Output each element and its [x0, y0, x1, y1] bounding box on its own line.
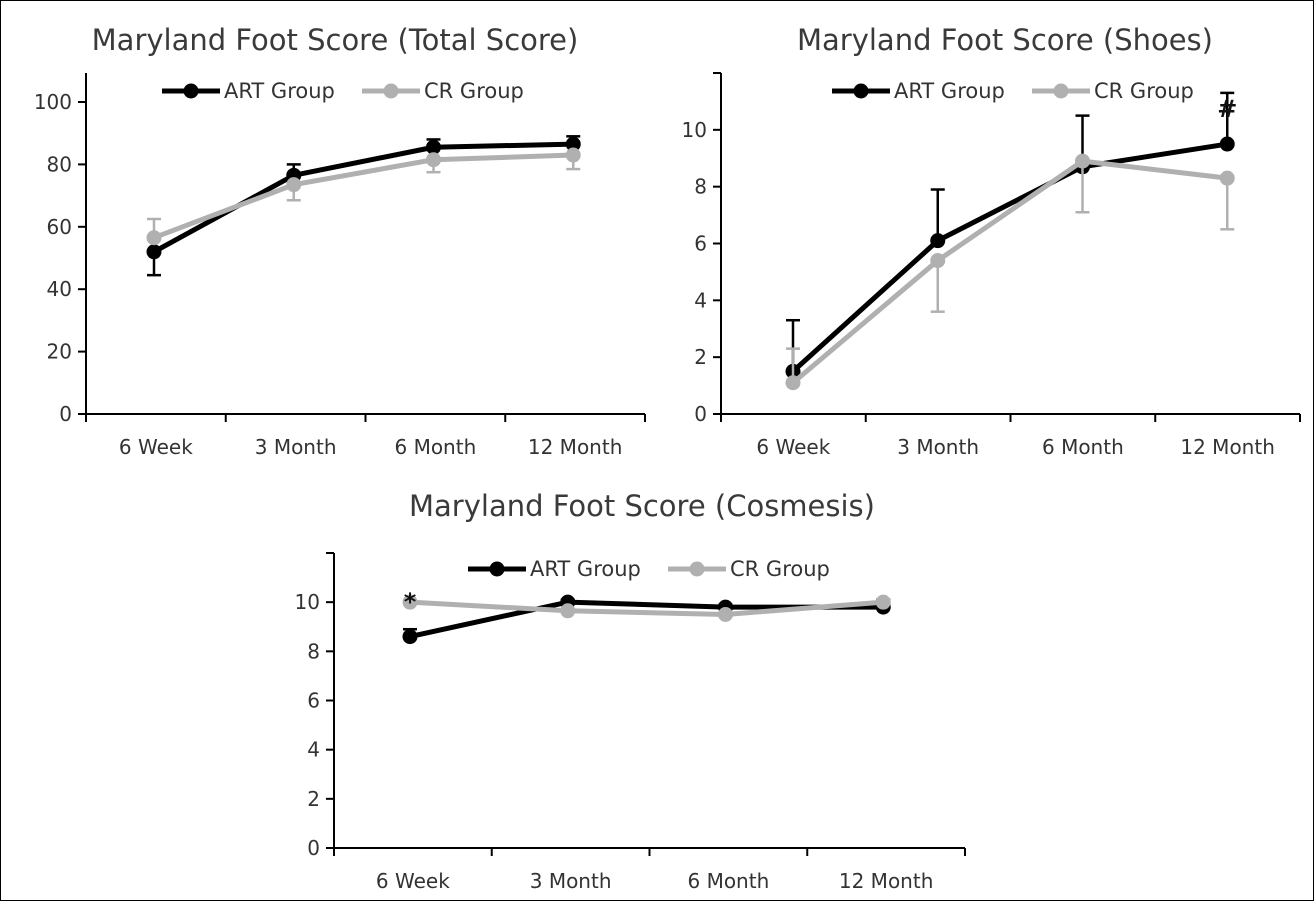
data-point	[718, 606, 733, 622]
legend-swatch-marker	[383, 83, 399, 99]
data-point	[930, 253, 946, 269]
y-tick-label: 0	[307, 836, 320, 860]
data-point	[875, 594, 891, 610]
data-point	[402, 629, 418, 645]
data-point	[930, 233, 946, 249]
chart-1: Maryland Foot Score (Total Score) 0 20 40 60…	[34, 23, 646, 459]
legend-swatch-marker	[1053, 83, 1069, 99]
y-tick-label: 2	[307, 787, 320, 811]
y-tick-label: 6	[307, 689, 320, 713]
series-cr-group	[402, 594, 891, 622]
chart-3: Maryland Foot Score (Cosmesis) 0 2 4 6 8 10 6 W…	[295, 489, 966, 893]
series-line	[409, 599, 884, 617]
y-tick-label: 20	[47, 340, 72, 364]
y-tick-label: 4	[694, 288, 707, 312]
y-tick-label: 2	[694, 345, 707, 369]
legend-swatch-marker	[489, 561, 505, 577]
x-tick-label: 6 Month	[1042, 435, 1124, 459]
series-line	[791, 141, 1228, 374]
chart-title: Maryland Foot Score (Total Score)	[92, 23, 579, 57]
legend-label: ART Group	[530, 557, 641, 581]
data-point	[146, 230, 162, 246]
y-tick-label: 4	[307, 738, 320, 762]
x-tick-label: 12 Month	[528, 435, 623, 459]
data-point	[565, 147, 581, 163]
legend-label: ART Group	[224, 79, 335, 103]
x-tick-label: 6 Week	[756, 435, 830, 459]
data-point	[1219, 136, 1235, 152]
x-tick-label: 6 Week	[376, 869, 450, 893]
y-tick-label: 6	[694, 232, 707, 256]
chart-2: Maryland Foot Score (Shoes) 0 2 4 6 8 10 6 Week…	[682, 23, 1301, 459]
y-tick-label: 40	[47, 277, 72, 301]
x-tick-label: 6 Month	[394, 435, 476, 459]
x-tick-label: 3 Month	[530, 869, 612, 893]
legend-label: CR Group	[1094, 79, 1194, 103]
significance-mark: *	[404, 588, 417, 616]
data-point	[402, 594, 418, 610]
x-tick-label: 12 Month	[1180, 435, 1275, 459]
data-point	[426, 139, 441, 155]
x-tick-label: 3 Month	[897, 435, 979, 459]
data-point	[286, 177, 302, 193]
y-tick-label: 8	[694, 175, 707, 199]
y-tick-label: 0	[59, 402, 72, 426]
legend-label: ART Group	[894, 79, 1005, 103]
data-point	[785, 375, 801, 391]
data-point	[426, 152, 441, 168]
legend-swatch-marker	[853, 83, 869, 99]
legend-swatch-marker	[183, 83, 199, 99]
series-line	[152, 141, 574, 254]
y-tick-label: 100	[34, 90, 72, 114]
y-tick-label: 0	[694, 402, 707, 426]
x-tick-label: 6 Week	[119, 435, 193, 459]
legend-swatch-marker	[689, 561, 705, 577]
data-point	[1219, 170, 1235, 186]
series-art-group	[785, 91, 1235, 379]
series-cr-group	[785, 153, 1235, 391]
legend-label: CR Group	[730, 557, 830, 581]
data-point	[1075, 153, 1090, 169]
y-tick-label: 8	[307, 639, 320, 663]
series-line	[153, 152, 574, 241]
series-art-group	[402, 594, 891, 645]
x-tick-label: 6 Month	[687, 869, 769, 893]
y-tick-label: 80	[47, 152, 72, 176]
data-point	[560, 603, 576, 619]
chart-title: Maryland Foot Score (Cosmesis)	[409, 489, 875, 523]
data-point	[565, 136, 581, 152]
x-tick-label: 3 Month	[255, 435, 337, 459]
data-point	[146, 244, 162, 260]
chart-title: Maryland Foot Score (Shoes)	[797, 23, 1213, 57]
y-tick-label: 60	[47, 215, 72, 239]
significance-mark: #	[1217, 95, 1237, 123]
legend-label: CR Group	[424, 79, 524, 103]
y-tick-label: 10	[682, 118, 707, 142]
y-tick-label: 10	[295, 590, 320, 614]
series-line	[791, 158, 1228, 385]
x-tick-label: 12 Month	[839, 869, 934, 893]
series-cr-group	[146, 147, 581, 246]
